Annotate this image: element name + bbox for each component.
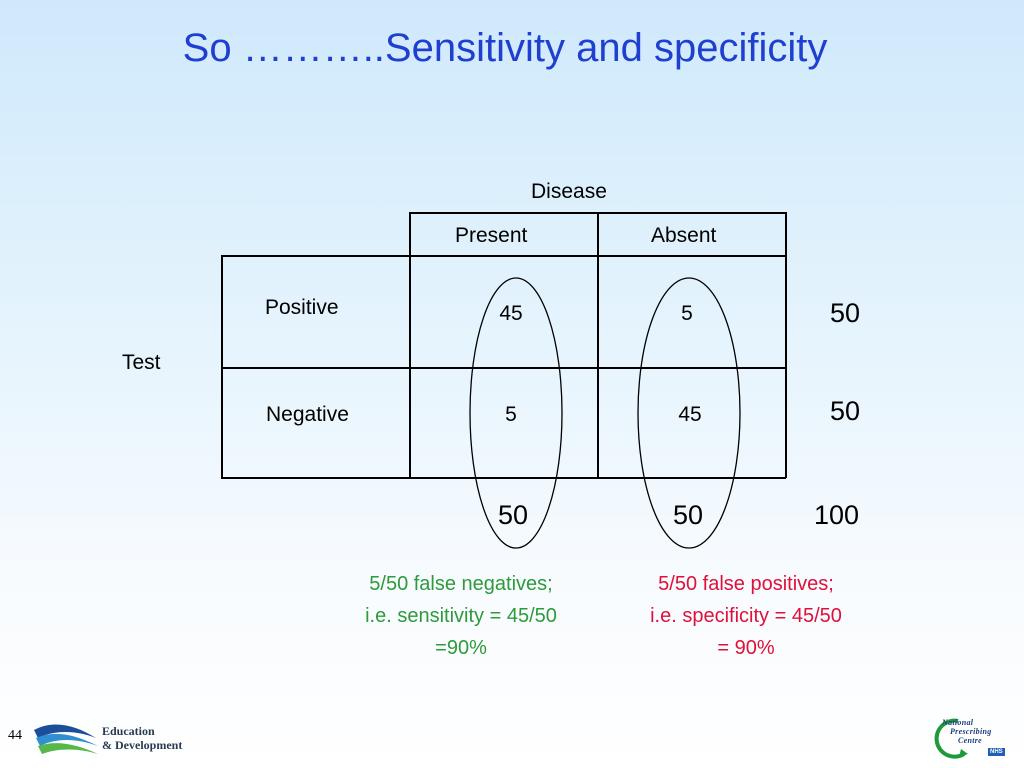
cell-negative-absent: 45 bbox=[678, 403, 702, 426]
page-number: 44 bbox=[8, 728, 22, 743]
education-logo-line: Education bbox=[102, 724, 155, 738]
column-header-present: Present bbox=[455, 224, 528, 247]
row-group-label: Test bbox=[122, 351, 161, 374]
sensitivity-note-line: 5/50 false negatives; bbox=[369, 573, 553, 595]
row-label-negative: Negative bbox=[266, 403, 349, 426]
cell-negative-present: 5 bbox=[505, 403, 517, 426]
row-label-positive: Positive bbox=[265, 296, 339, 319]
nhs-badge: NHS bbox=[988, 748, 1005, 756]
npc-logo-line: National bbox=[942, 718, 974, 727]
sensitivity-note-line: i.e. sensitivity = 45/50 bbox=[365, 605, 557, 627]
specificity-note-line: i.e. specificity = 45/50 bbox=[650, 605, 842, 627]
specificity-note: 5/50 false positives; i.e. specificity =… bbox=[616, 568, 876, 664]
column-total-present: 50 bbox=[498, 500, 529, 530]
absent-column-ellipse bbox=[637, 277, 741, 549]
education-development-logo: Education & Development bbox=[32, 718, 202, 758]
grid-line bbox=[785, 212, 787, 478]
specificity-note-line: 5/50 false positives; bbox=[658, 573, 834, 595]
grid-line bbox=[221, 255, 786, 257]
cell-positive-present: 45 bbox=[499, 302, 523, 325]
row-total-negative: 50 bbox=[830, 396, 861, 426]
cell-positive-absent: 5 bbox=[681, 302, 693, 325]
column-total-absent: 50 bbox=[673, 500, 704, 530]
grid-line bbox=[409, 212, 411, 478]
grid-line bbox=[221, 477, 786, 479]
sensitivity-note-line: =90% bbox=[435, 637, 487, 659]
slide-title: So ………..Sensitivity and specificity bbox=[182, 26, 828, 70]
npc-arc-logo-icon bbox=[934, 718, 968, 759]
npc-logo-line: Centre bbox=[958, 736, 983, 745]
grand-total: 100 bbox=[814, 500, 860, 530]
wave-swoosh-icon bbox=[34, 724, 98, 754]
grid-line bbox=[597, 212, 599, 478]
grid-line bbox=[221, 367, 786, 369]
education-logo-line: & Development bbox=[102, 738, 183, 752]
npc-logo-line: Prescribing bbox=[950, 727, 992, 736]
column-group-label: Disease bbox=[531, 180, 607, 203]
sensitivity-note: 5/50 false negatives; i.e. sensitivity =… bbox=[331, 568, 591, 664]
present-column-ellipse bbox=[469, 277, 563, 549]
specificity-note-line: = 90% bbox=[717, 637, 775, 659]
row-total-positive: 50 bbox=[830, 298, 861, 328]
npc-logo: National Prescribing Centre NHS bbox=[928, 714, 1016, 762]
grid-line bbox=[221, 255, 223, 478]
column-header-absent: Absent bbox=[651, 224, 717, 247]
